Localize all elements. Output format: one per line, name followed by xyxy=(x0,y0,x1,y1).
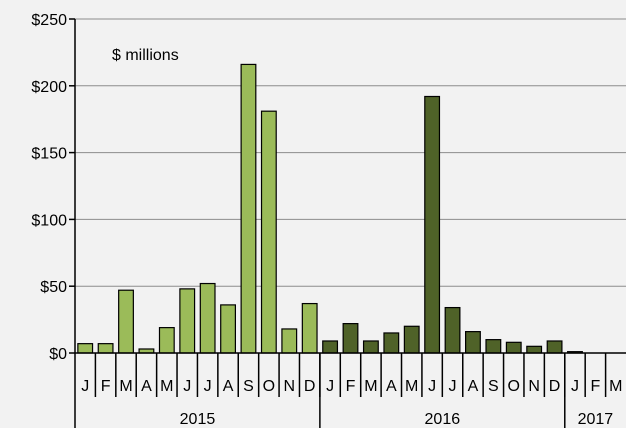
bar xyxy=(179,288,196,354)
x-tick-label: O xyxy=(508,378,520,395)
bar xyxy=(465,331,481,354)
year-label: 2015 xyxy=(180,411,216,428)
bar xyxy=(505,341,522,354)
x-tick-label: J xyxy=(326,378,334,395)
year-label: 2017 xyxy=(578,411,614,428)
x-tick-label: A xyxy=(141,378,152,395)
x-tick-label: F xyxy=(101,378,111,395)
y-tick-label: $250 xyxy=(31,12,67,29)
x-tick-label: M xyxy=(609,378,622,395)
bar xyxy=(260,110,277,354)
x-tick-label: F xyxy=(346,378,356,395)
bar xyxy=(77,343,94,354)
x-tick-label: J xyxy=(81,378,89,395)
axes xyxy=(69,18,626,428)
bar xyxy=(342,323,359,354)
x-tick-label: J xyxy=(183,378,191,395)
bar xyxy=(158,327,175,354)
bar xyxy=(424,95,441,354)
x-tick-label: J xyxy=(449,378,457,395)
bar xyxy=(362,340,379,354)
x-tick-label: O xyxy=(263,378,275,395)
x-tick-label: S xyxy=(243,378,254,395)
x-tick-label: J xyxy=(204,378,212,395)
x-tick-label: N xyxy=(283,378,295,395)
bars xyxy=(77,63,583,354)
bar xyxy=(383,332,400,354)
year-label: 2016 xyxy=(425,411,461,428)
x-axis-year-labels: 2015 2016 2017 xyxy=(180,411,614,428)
bar xyxy=(199,282,216,354)
y-tick-label: $100 xyxy=(31,212,67,229)
x-tick-label: J xyxy=(428,378,436,395)
x-tick-label: M xyxy=(405,378,418,395)
x-tick-label: A xyxy=(223,378,234,395)
x-tick-label: N xyxy=(528,378,540,395)
y-tick-label: $0 xyxy=(49,346,67,363)
y-tick-label: $150 xyxy=(31,146,67,163)
bar xyxy=(281,328,298,354)
bar xyxy=(403,325,420,354)
x-tick-label: D xyxy=(549,378,561,395)
y-tick-label: $200 xyxy=(31,79,67,96)
bar xyxy=(444,306,461,354)
bar xyxy=(220,304,237,354)
x-tick-label: M xyxy=(119,378,132,395)
bar xyxy=(240,63,257,354)
bar xyxy=(97,343,114,354)
x-tick-label: F xyxy=(590,378,600,395)
gridlines xyxy=(75,18,626,287)
x-tick-label: A xyxy=(468,378,479,395)
units-annotation: $ millions xyxy=(112,47,179,64)
x-tick-label: M xyxy=(364,378,377,395)
bar xyxy=(485,339,502,354)
x-tick-label: S xyxy=(488,378,499,395)
bar xyxy=(301,302,318,354)
x-tick-label: A xyxy=(386,378,397,395)
y-axis-tick-labels: $0 $50 $100 $150 $200 $250 xyxy=(31,12,67,363)
y-tick-label: $50 xyxy=(40,279,67,296)
bar xyxy=(526,345,543,354)
x-tick-label: J xyxy=(571,378,579,395)
x-tick-label: M xyxy=(160,378,173,395)
x-tick-label: D xyxy=(304,378,316,395)
bar xyxy=(118,289,134,354)
bar xyxy=(546,340,563,354)
bar xyxy=(322,340,339,354)
